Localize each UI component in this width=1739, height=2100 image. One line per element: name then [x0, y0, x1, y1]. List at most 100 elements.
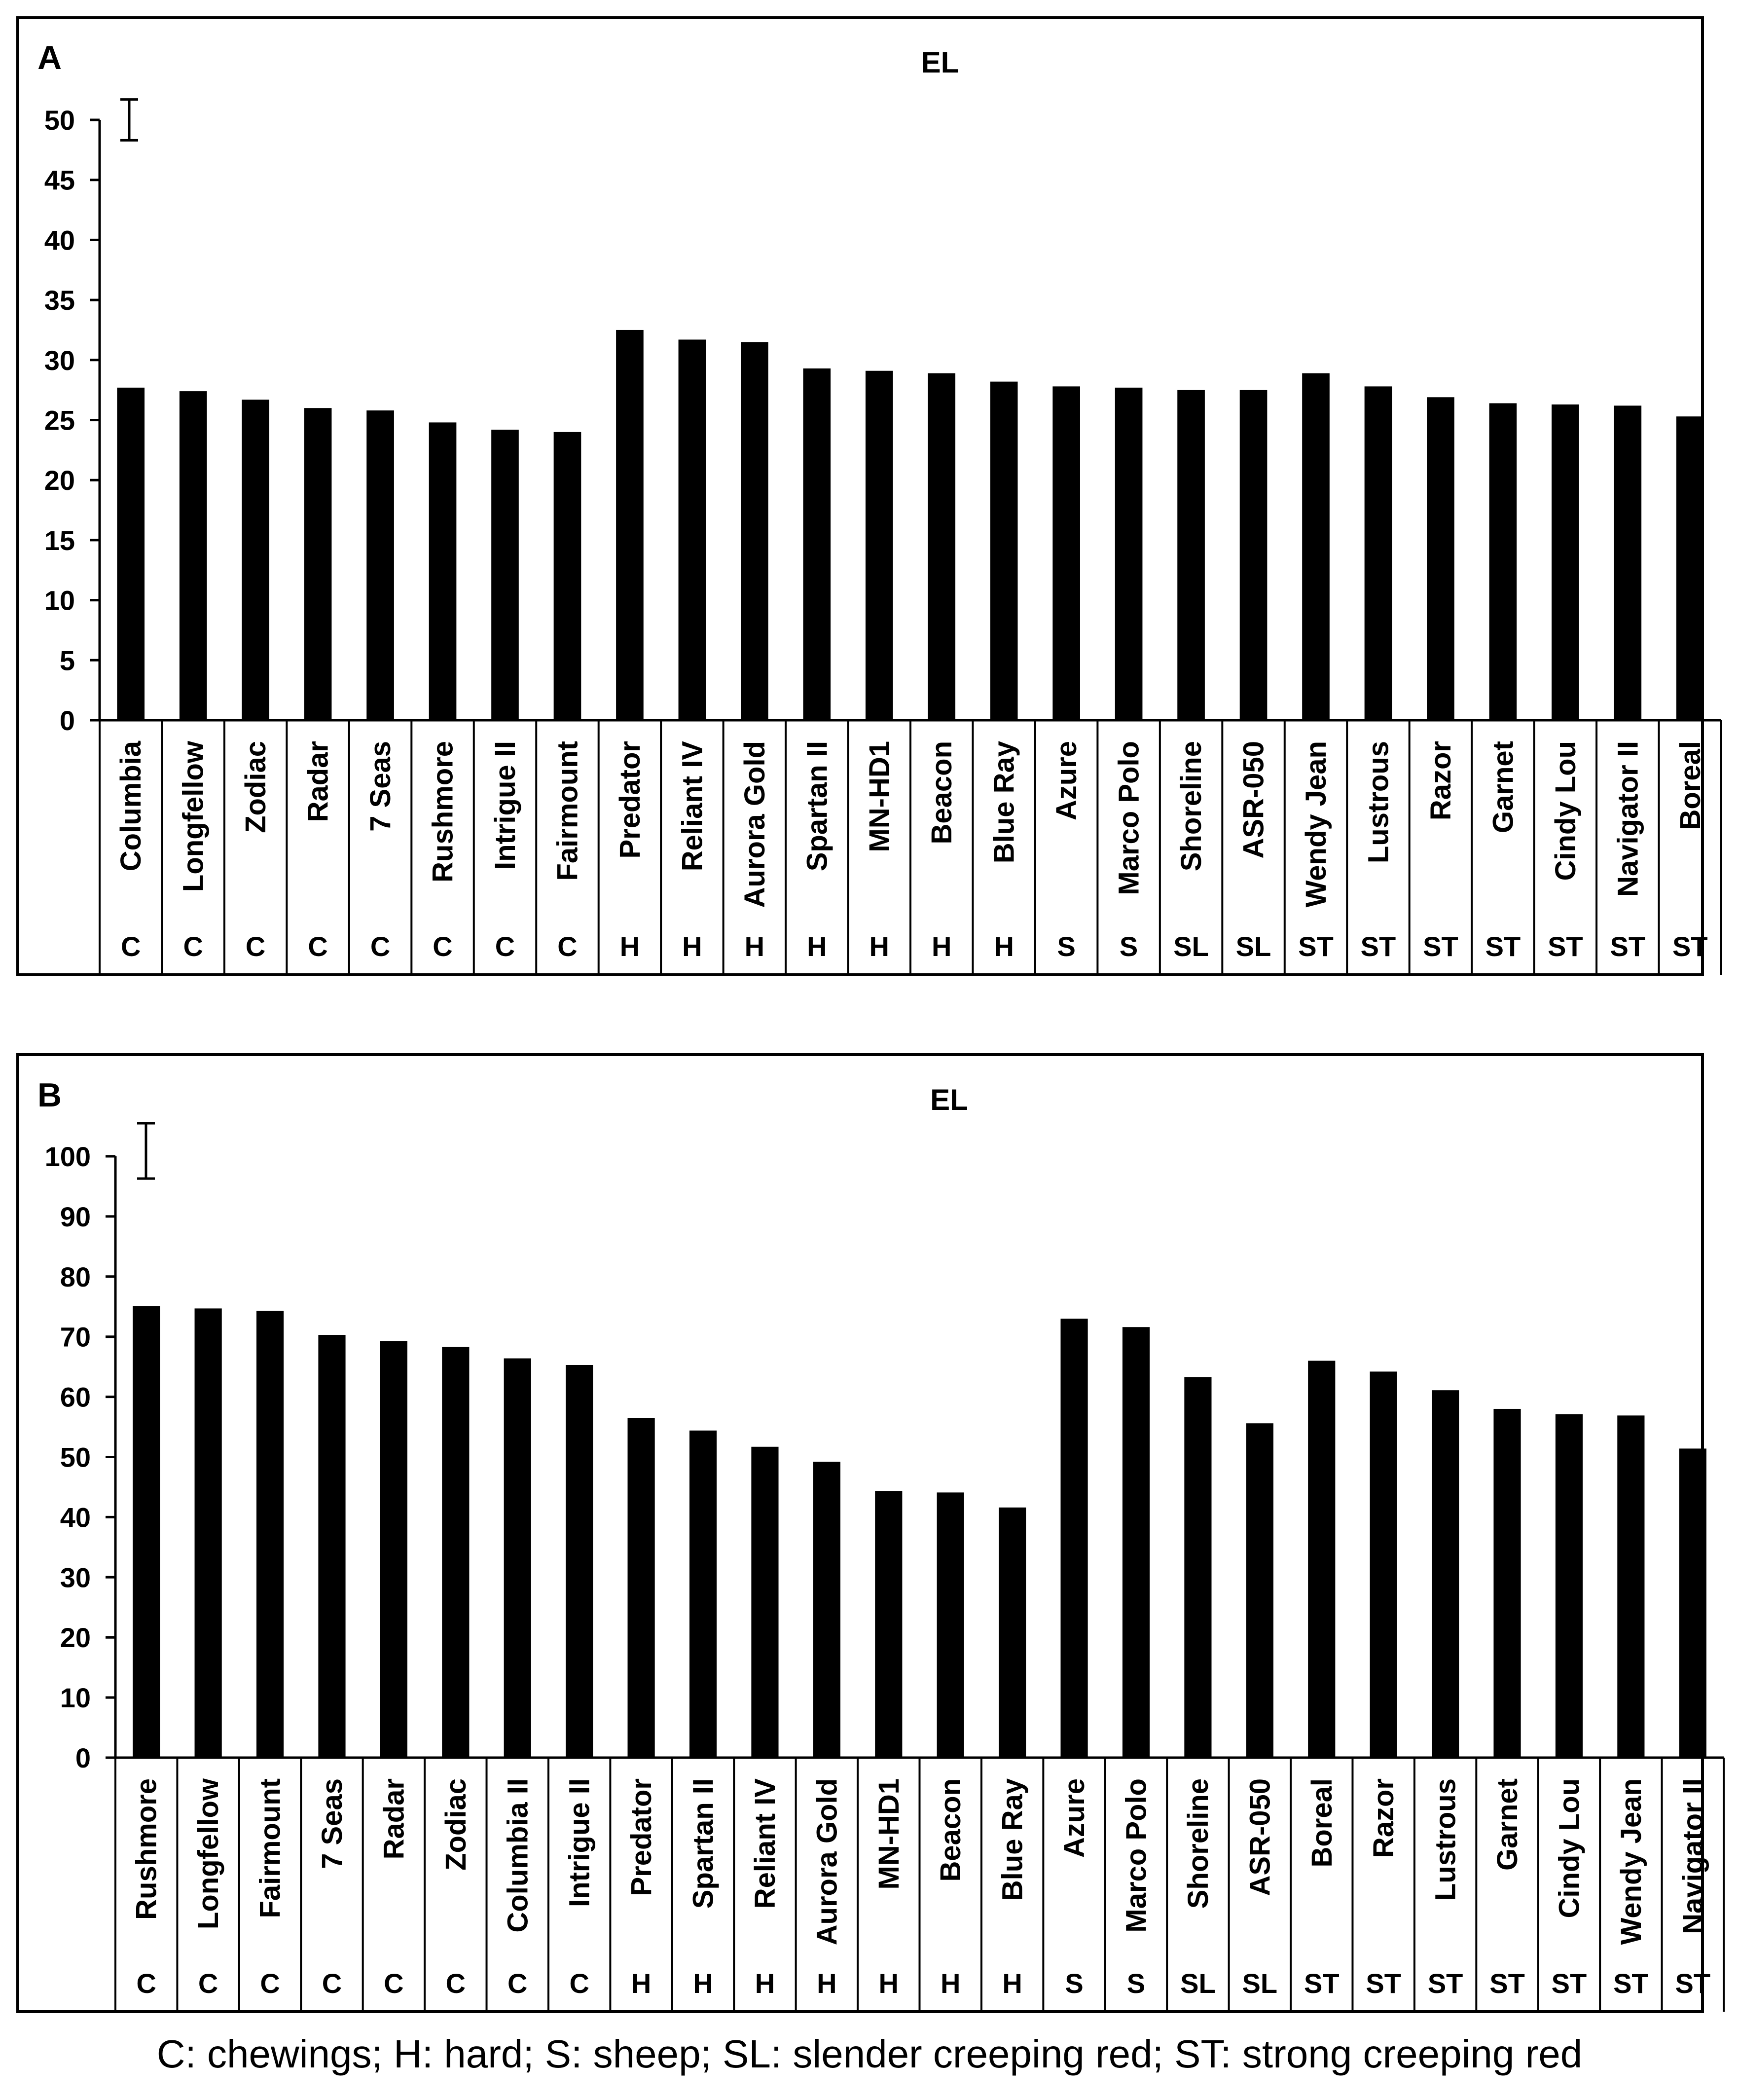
x-tick-label: Radar: [378, 1778, 410, 1859]
y-tick-label: 30: [44, 345, 75, 376]
bar: [1555, 1414, 1583, 1758]
bar: [616, 330, 644, 720]
chart-panel-a: A EL 0 5 10 15 20 25 30 35 40 45 50 Columbia C Longfell…: [16, 16, 1722, 976]
bar: [429, 422, 457, 720]
x-tick-label: Columbia II: [502, 1778, 534, 1933]
x-tick-label: Rushmore: [131, 1778, 163, 1920]
group-label: C: [183, 931, 203, 962]
group-label: ST: [1610, 931, 1646, 962]
bar: [1614, 405, 1642, 720]
group-label: C: [121, 931, 141, 962]
x-tick-label: Lustrous: [1430, 1778, 1462, 1901]
x-tick-label: Garnet: [1487, 741, 1519, 833]
group-label: ST: [1489, 1968, 1525, 1999]
chart-title: EL: [930, 1083, 968, 1116]
x-tick-label: Zodiac: [440, 1778, 472, 1871]
group-label: ST: [1613, 1968, 1649, 1999]
x-tick-label: Shoreline: [1175, 741, 1207, 871]
chart-title: EL: [921, 46, 959, 79]
x-tick-label: Columbia: [115, 740, 147, 871]
group-label: C: [384, 1968, 403, 1999]
x-tick-label: Navigator II: [1677, 1778, 1709, 1934]
y-tick-label: 35: [44, 285, 75, 316]
bar: [1370, 1371, 1397, 1758]
group-label: C: [370, 931, 390, 962]
bar: [741, 342, 768, 720]
x-tick-label: 7 Seas: [364, 741, 397, 832]
bar: [133, 1306, 160, 1758]
bar: [553, 432, 581, 720]
group-label: C: [507, 1968, 527, 1999]
x-tick-label: Wendy Jean: [1615, 1778, 1647, 1945]
bar: [1302, 373, 1330, 720]
x-tick-label: Reliant IV: [749, 1778, 781, 1909]
x-tick-label: Aurora Gold: [739, 741, 771, 908]
group-label: C: [569, 1968, 589, 1999]
x-tick-label: Boreal: [1674, 741, 1706, 830]
group-label: H: [817, 1968, 836, 1999]
y-tick-label: 20: [44, 465, 75, 496]
x-tick-label: Cindy Lou: [1553, 1778, 1585, 1918]
bar: [366, 410, 394, 720]
panel-letter: B: [37, 1076, 62, 1114]
y-tick-label: 40: [60, 1502, 91, 1533]
group-label: S: [1065, 1968, 1083, 1999]
group-label: ST: [1552, 1968, 1587, 1999]
y-tick-label: 40: [44, 224, 75, 256]
y-tick-label: 5: [60, 645, 75, 676]
bar: [1052, 386, 1080, 720]
group-label: ST: [1298, 931, 1334, 962]
bar: [380, 1341, 407, 1758]
x-tick-label: Spartan II: [688, 1778, 720, 1909]
y-tick-label: 30: [60, 1562, 91, 1593]
bar: [1122, 1327, 1150, 1758]
y-tick-label: 25: [44, 405, 75, 436]
group-label: H: [994, 931, 1014, 962]
x-tick-label: 7 Seas: [316, 1778, 348, 1869]
bar: [1617, 1415, 1645, 1758]
group-label: H: [870, 931, 889, 962]
x-tick-label: Aurora Gold: [811, 1778, 843, 1945]
bar: [491, 429, 519, 720]
x-tick-label: Marco Polo: [1120, 1778, 1152, 1933]
bar: [928, 373, 956, 720]
bar: [1184, 1377, 1212, 1758]
y-tick-label: 50: [44, 105, 75, 136]
group-label: ST: [1428, 1968, 1463, 1999]
bar: [1177, 390, 1205, 720]
x-tick-label: Zodiac: [240, 741, 272, 833]
y-tick-label: 0: [75, 1742, 91, 1773]
bar: [627, 1418, 655, 1758]
y-tick-label: 50: [60, 1442, 91, 1473]
x-tick-label: Boreal: [1306, 1778, 1338, 1868]
bar: [318, 1335, 346, 1758]
group-label: SL: [1236, 931, 1271, 962]
x-tick-label: Blue Ray: [988, 741, 1020, 863]
y-tick-label: 80: [60, 1261, 91, 1292]
x-tick-label: Marco Polo: [1113, 741, 1145, 895]
group-label: H: [755, 1968, 775, 1999]
x-tick-label: Cindy Lou: [1550, 741, 1582, 881]
y-tick-label: 0: [60, 705, 75, 736]
bar: [813, 1462, 840, 1758]
bar: [875, 1491, 903, 1758]
x-tick-label: Razor: [1425, 741, 1457, 820]
group-label: H: [1002, 1968, 1022, 1999]
group-label: C: [446, 1968, 466, 1999]
x-tick-label: Fairmount: [551, 741, 583, 881]
bar: [1239, 390, 1268, 720]
bar: [442, 1347, 470, 1758]
panel-letter: A: [37, 39, 62, 76]
y-tick-label: 45: [44, 165, 75, 196]
bar: [1679, 1448, 1706, 1758]
x-tick-label: MN-HD1: [873, 1778, 905, 1890]
group-label: C: [433, 931, 452, 962]
group-label: H: [693, 1968, 713, 1999]
bar: [1489, 403, 1517, 720]
group-label: S: [1120, 931, 1138, 962]
bar: [256, 1311, 284, 1758]
x-tick-label: Beacon: [926, 741, 958, 845]
group-label: SL: [1242, 1968, 1278, 1999]
x-tick-label: Predator: [625, 1778, 657, 1896]
bar: [1676, 416, 1704, 720]
